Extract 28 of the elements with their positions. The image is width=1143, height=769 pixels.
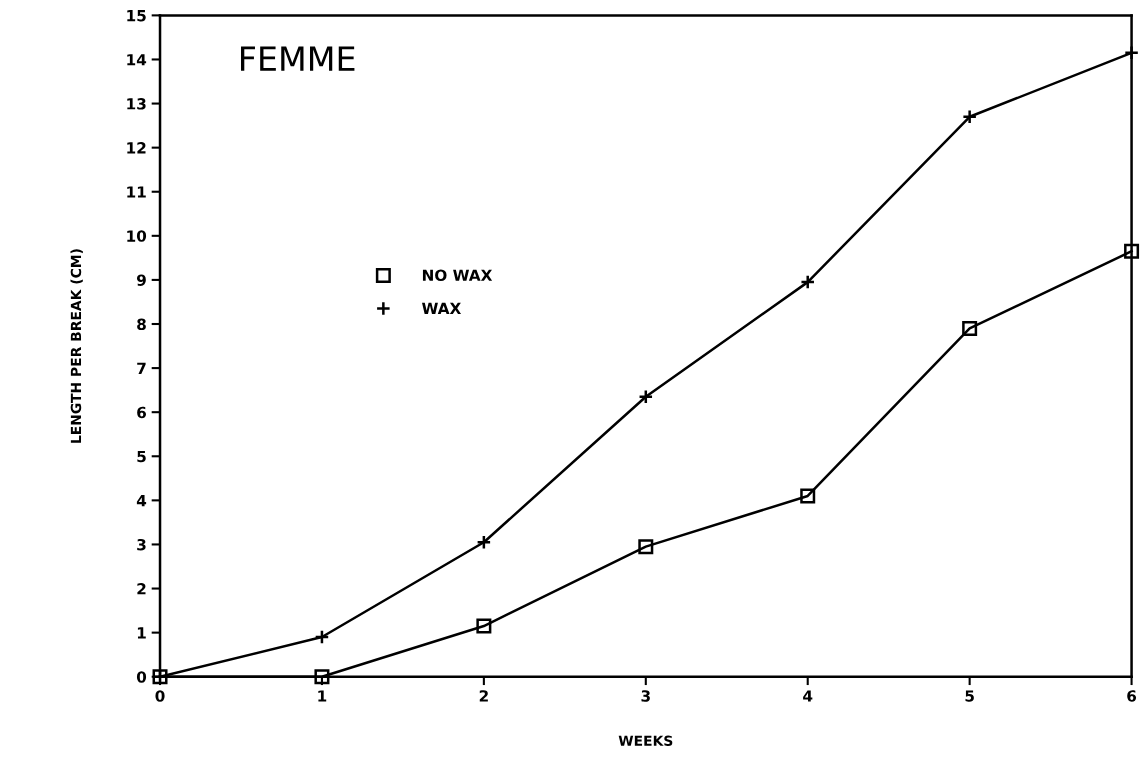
y-tick-label: 11 <box>127 186 146 198</box>
y-tick-label: 10 <box>127 230 147 242</box>
x-tick-label: 3 <box>641 690 650 702</box>
x-tick-label: 2 <box>479 690 488 702</box>
y-tick-label: 13 <box>127 98 146 110</box>
x-tick-label: 1 <box>318 690 327 702</box>
y-tick-label: 9 <box>136 274 146 286</box>
legend-label: NO WAX <box>422 269 493 282</box>
x-tick-label: 4 <box>803 690 813 702</box>
annotation: FEMME <box>241 46 355 71</box>
y-tick-label: 3 <box>137 538 146 551</box>
y-tick-label: 5 <box>137 450 146 463</box>
y-tick-label: 8 <box>137 318 146 331</box>
y-tick-label: 7 <box>137 362 146 374</box>
y-tick-label: 4 <box>136 495 147 507</box>
y-tick-label: 0 <box>136 671 147 683</box>
x-axis-title: WEEKS <box>618 735 673 747</box>
legend-label: WAX <box>422 302 462 314</box>
x-tick-label: 6 <box>1127 690 1137 702</box>
x-tick-label: 5 <box>965 690 974 702</box>
y-axis-title: LENGTH PER BREAK (CM) <box>70 249 83 443</box>
y-tick-label: 2 <box>137 583 146 595</box>
y-tick-label: 14 <box>127 54 147 66</box>
y-tick-label: 1 <box>137 627 146 639</box>
y-tick-label: 15 <box>127 10 146 22</box>
y-tick-label: 12 <box>127 142 146 154</box>
y-tick-label: 6 <box>137 406 146 419</box>
x-tick-label: 0 <box>155 690 165 702</box>
